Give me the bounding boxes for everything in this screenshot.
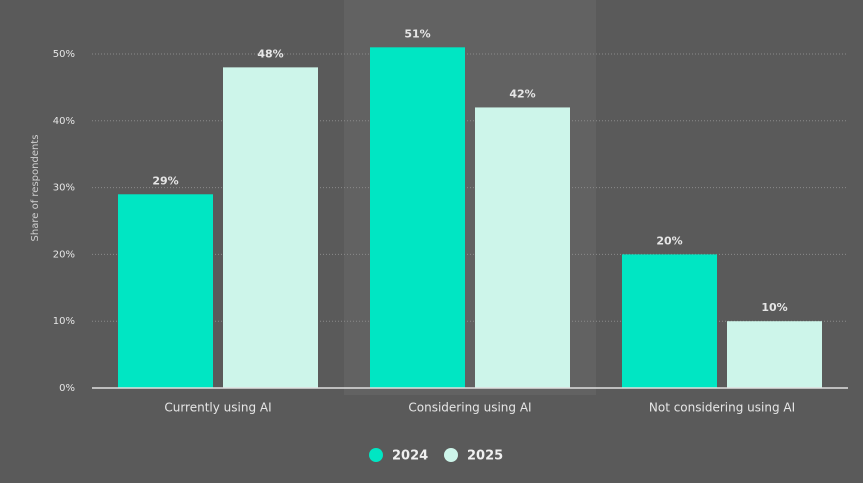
legend-label[interactable]: 2025 [467, 449, 503, 464]
value-label: 51% [404, 27, 430, 40]
x-tick-label: Not considering using AI [649, 401, 795, 415]
value-label: 42% [509, 87, 535, 100]
bar [370, 47, 465, 388]
bar [475, 107, 570, 388]
x-tick-label: Currently using AI [164, 401, 271, 415]
value-label: 48% [257, 47, 283, 60]
y-tick-label: 0% [59, 383, 75, 394]
y-tick-label: 20% [53, 249, 75, 260]
bar [118, 194, 213, 388]
y-tick-label: 50% [53, 49, 75, 60]
bar [727, 321, 822, 388]
bar [622, 254, 717, 388]
value-label: 10% [761, 301, 787, 314]
legend-marker [444, 448, 458, 462]
y-tick-label: 10% [53, 316, 75, 327]
legend-marker [369, 448, 383, 462]
value-label: 29% [152, 174, 178, 187]
y-axis-label: Share of respondents [30, 135, 41, 242]
legend-label[interactable]: 2024 [392, 449, 428, 464]
value-label: 20% [656, 234, 682, 247]
y-tick-label: 30% [53, 183, 75, 194]
x-tick-label: Considering using AI [408, 401, 531, 415]
y-tick-label: 40% [53, 116, 75, 127]
bar [223, 67, 318, 389]
